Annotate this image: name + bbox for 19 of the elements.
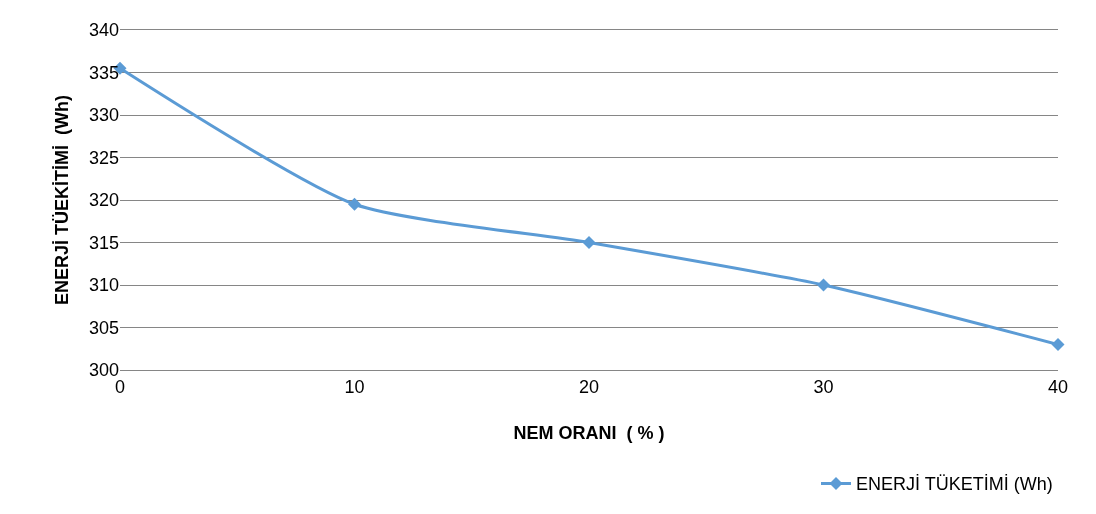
point xyxy=(817,278,830,292)
y-tick-label: 330 xyxy=(88,105,119,126)
x-tick-label: 20 xyxy=(578,376,600,397)
y-tick-label: 320 xyxy=(88,190,119,211)
y-tick-label: 325 xyxy=(88,147,119,168)
point xyxy=(348,197,361,211)
y-tick-label: 340 xyxy=(88,20,119,41)
x-tick-label: 10 xyxy=(344,376,365,397)
legend-label: ENERJİ TÜKETİMİ (Wh) xyxy=(856,474,1053,495)
y-tick-label: 335 xyxy=(88,62,119,83)
y-axis-title: ENERJİ TÜEKİTİMİ (Wh) xyxy=(52,95,73,305)
x-tick-label: 40 xyxy=(1047,376,1069,397)
y-tick-label: 310 xyxy=(88,275,119,296)
y-tick-label: 315 xyxy=(88,232,119,253)
x-axis-title: NEM ORANI ( % ) xyxy=(513,422,665,443)
point xyxy=(582,236,596,249)
y-tick-label: 305 xyxy=(88,317,119,338)
x-tick-label: 30 xyxy=(813,376,834,397)
point xyxy=(1051,338,1065,351)
